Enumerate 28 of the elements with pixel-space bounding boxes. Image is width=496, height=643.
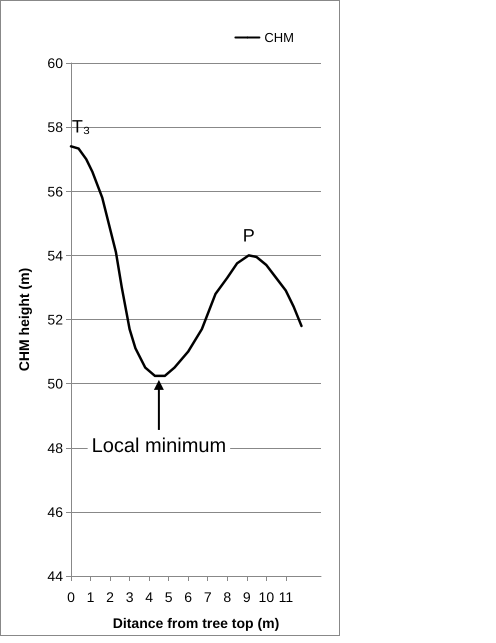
legend-label: CHM [264, 30, 294, 45]
y-tick-label: 46 [47, 504, 64, 520]
x-tick-label: 4 [145, 589, 154, 605]
x-tick-label: 7 [204, 589, 212, 605]
x-axis-title: Ditance from tree top (m) [112, 615, 280, 631]
x-tick-label: 5 [164, 589, 173, 605]
annotation: Local minimum [92, 434, 226, 457]
y-tick-label: 56 [47, 183, 64, 200]
y-tick-label: 54 [47, 247, 64, 264]
y-tick-label: 60 [47, 55, 64, 71]
x-tick-label: 8 [223, 589, 232, 605]
y-tick-label: 48 [47, 440, 64, 456]
line-series [70, 145, 303, 378]
y-tick-label: 58 [47, 119, 64, 136]
annotation: T₃ [72, 116, 90, 136]
x-tick-label: 2 [106, 589, 114, 605]
y-tick-label: 52 [47, 312, 64, 328]
x-tick-label: 9 [242, 589, 251, 605]
x-tick-label: 0 [67, 589, 76, 605]
y-tick-label: 44 [47, 568, 64, 584]
x-tick-label: 10 [258, 589, 274, 605]
y-axis-title: CHM height (m) [16, 268, 32, 372]
annotation: P [242, 225, 255, 246]
x-tick-label: 1 [86, 589, 95, 605]
x-tick-label: 6 [184, 589, 192, 605]
x-tick-label: 11 [278, 589, 294, 605]
y-tick-label: 50 [47, 376, 64, 392]
x-tick-label: 3 [126, 589, 134, 605]
